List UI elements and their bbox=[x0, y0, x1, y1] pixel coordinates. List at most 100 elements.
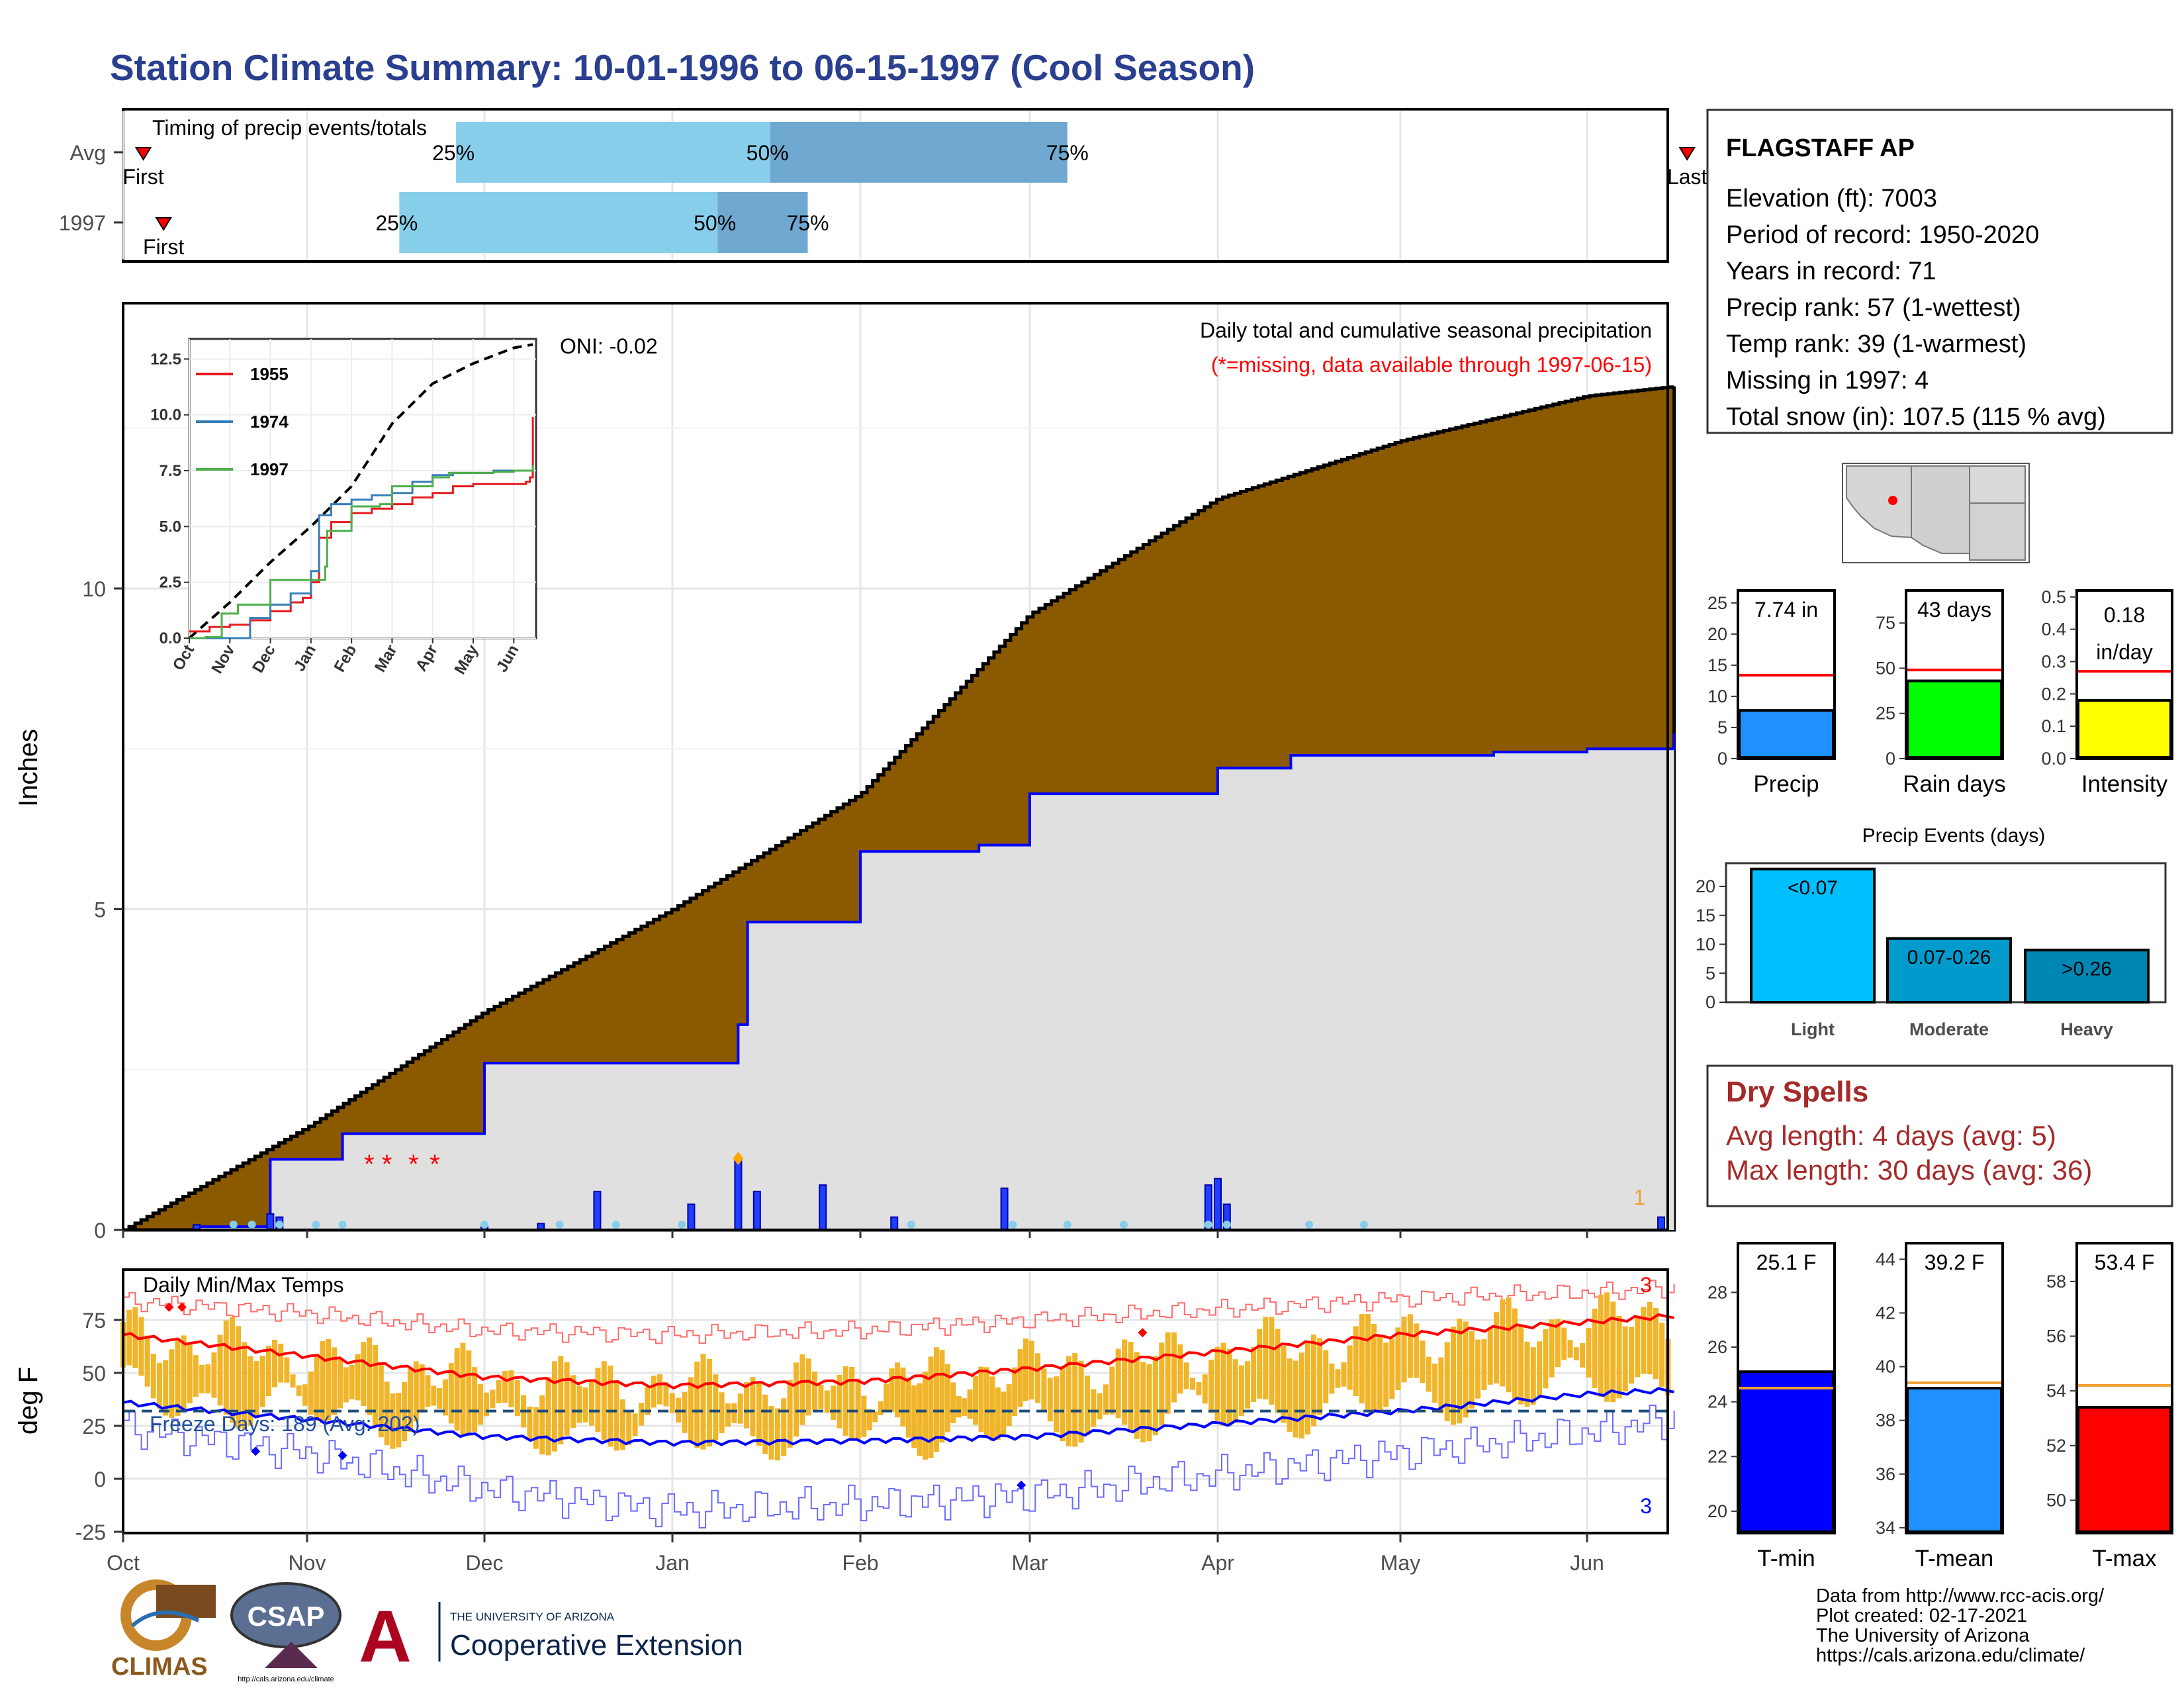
daily-temp-bar bbox=[349, 1364, 355, 1399]
climas-logo: CLIMAS bbox=[111, 1579, 216, 1681]
daily-temp-bar bbox=[855, 1378, 861, 1441]
summary-ytick-label: 24 bbox=[1707, 1392, 1727, 1412]
daily-temp-bar bbox=[1414, 1323, 1420, 1378]
daily-temp-bar bbox=[1298, 1352, 1304, 1439]
daily-temp-bar bbox=[1561, 1327, 1567, 1360]
daily-temp-bar bbox=[1001, 1391, 1007, 1435]
daily-temp-bar bbox=[1214, 1346, 1220, 1421]
summary-ytick-label: 0.5 bbox=[2041, 587, 2066, 607]
daily-temp-bar bbox=[1244, 1361, 1250, 1409]
daily-temp-bar bbox=[725, 1403, 731, 1427]
daily-temp-bar bbox=[496, 1380, 502, 1403]
daily-temp-bar bbox=[1438, 1357, 1444, 1413]
daily-temp-bar bbox=[343, 1367, 349, 1403]
daily-temp-bar bbox=[973, 1376, 979, 1425]
summary-ytick-label: 44 bbox=[1876, 1249, 1895, 1269]
daily-temp-bar bbox=[527, 1406, 533, 1440]
precip-events-chart: Precip Events (days) 0 5 10 15 20 <0.07 Light 0… bbox=[1696, 825, 2167, 1039]
daily-temp-bar bbox=[1335, 1369, 1341, 1388]
summary-bar-category: Rain days bbox=[1903, 771, 2006, 797]
daily-temp-bar bbox=[762, 1394, 768, 1454]
record-marker bbox=[251, 1446, 261, 1456]
daily-temp-bar bbox=[253, 1361, 259, 1418]
daily-temp-bar bbox=[454, 1348, 460, 1431]
record-high-line bbox=[123, 1280, 1675, 1344]
inset-series-1997 bbox=[189, 465, 534, 639]
daily-temp-bar bbox=[163, 1360, 169, 1416]
daily-temp-bar bbox=[1401, 1316, 1407, 1383]
month-tick-label: Apr bbox=[1201, 1551, 1234, 1575]
snow-marker bbox=[480, 1221, 488, 1229]
daily-temp-bar bbox=[296, 1385, 302, 1396]
record-marker bbox=[1017, 1480, 1026, 1490]
inset-legend-label: 1955 bbox=[250, 364, 289, 384]
daily-temp-bar bbox=[756, 1382, 762, 1446]
daily-temp-bar bbox=[1487, 1328, 1493, 1385]
daily-temp-bar bbox=[1028, 1340, 1034, 1400]
daily-temp-bar bbox=[737, 1393, 743, 1424]
daily-temp-bar bbox=[477, 1383, 483, 1425]
inset-ytick-label: 2.5 bbox=[159, 574, 181, 592]
timing-last-marker bbox=[1678, 147, 1696, 161]
inset-avg-line bbox=[188, 343, 533, 639]
summary-ytick-label: 58 bbox=[2046, 1272, 2066, 1291]
daily-temp-bar bbox=[967, 1389, 973, 1419]
daily-temp-bar bbox=[272, 1339, 278, 1387]
station-info-box: FLAGSTAFF AP Elevation (ft): 7003 Period … bbox=[1706, 109, 2173, 434]
snow-marker bbox=[312, 1221, 320, 1229]
footer-line: https://cals.arizona.edu/climate/ bbox=[1816, 1645, 2085, 1666]
summary-ytick-label: 36 bbox=[1876, 1464, 1895, 1484]
daily-temp-bar bbox=[1066, 1356, 1071, 1446]
snow-marker bbox=[555, 1221, 564, 1229]
precip-event-bar-label: 0.07-0.26 bbox=[1907, 947, 1991, 968]
daily-temp-bar bbox=[1537, 1341, 1543, 1399]
missing-marker: * bbox=[430, 1150, 440, 1179]
events-ytick-label: 15 bbox=[1696, 906, 1715, 925]
record-marker bbox=[164, 1302, 174, 1312]
daily-temp-bar bbox=[1622, 1326, 1628, 1392]
daily-temp-bar bbox=[314, 1354, 320, 1421]
daily-temp-bar bbox=[466, 1350, 472, 1436]
daily-temp-bar bbox=[407, 1368, 413, 1432]
daily-temp-bar bbox=[576, 1385, 582, 1423]
daily-temp-bar bbox=[638, 1403, 644, 1426]
month-tick-label: May bbox=[1381, 1551, 1420, 1575]
daily-temp-bar bbox=[1115, 1348, 1121, 1419]
oni-label: ONI: -0.02 bbox=[560, 334, 658, 358]
daily-temp-bar bbox=[866, 1409, 872, 1430]
csap-logo: CSAP http://cals.arizona.edu/climate bbox=[230, 1582, 341, 1683]
precip-event-bar bbox=[1886, 937, 2012, 1004]
daily-temp-bar bbox=[1469, 1331, 1475, 1409]
daily-temp-bar bbox=[894, 1362, 900, 1418]
summary-ytick-label: 0.0 bbox=[2041, 749, 2066, 769]
summary-bar-tmax bbox=[2077, 1405, 2172, 1534]
daily-precip-bar bbox=[1657, 1216, 1665, 1231]
missing-marker: * bbox=[382, 1150, 392, 1179]
daily-temp-bar bbox=[1006, 1384, 1012, 1427]
precip-event-bar-label: <0.07 bbox=[1788, 877, 1838, 899]
daily-temp-bar bbox=[390, 1393, 396, 1449]
daily-temp-bar bbox=[1134, 1352, 1140, 1439]
daily-temp-bar bbox=[774, 1408, 780, 1461]
ua-logo: A THE UNIVERSITY OF ARIZONA Cooperative … bbox=[359, 1596, 743, 1677]
station-info-line: Precip rank: 57 (1-wettest) bbox=[1726, 294, 2021, 322]
daily-temp-bar bbox=[878, 1401, 884, 1415]
daily-precip-bar bbox=[819, 1184, 827, 1231]
daily-temp-bar bbox=[1012, 1367, 1018, 1416]
cum-count-label: 1 bbox=[1633, 1186, 1645, 1209]
daily-temp-bar bbox=[793, 1362, 799, 1437]
daily-temp-bar bbox=[608, 1365, 614, 1447]
daily-temp-bar bbox=[1420, 1340, 1426, 1383]
daily-temp-bar bbox=[1122, 1339, 1128, 1425]
summary-ytick-label: 20 bbox=[1707, 624, 1727, 644]
summary-ytick-label: 52 bbox=[2046, 1436, 2066, 1456]
inset-ytick-label: 5.0 bbox=[159, 518, 181, 536]
daily-temp-bar bbox=[1518, 1326, 1524, 1405]
daily-precip-bar bbox=[752, 1190, 761, 1231]
daily-temp-bar bbox=[437, 1388, 443, 1409]
daily-temp-bar bbox=[614, 1380, 619, 1451]
daily-temp-bar bbox=[302, 1384, 308, 1406]
daily-temp-bar bbox=[1444, 1342, 1450, 1421]
daily-temp-bar bbox=[337, 1359, 343, 1409]
obs-cumulative-area bbox=[123, 733, 1674, 1230]
